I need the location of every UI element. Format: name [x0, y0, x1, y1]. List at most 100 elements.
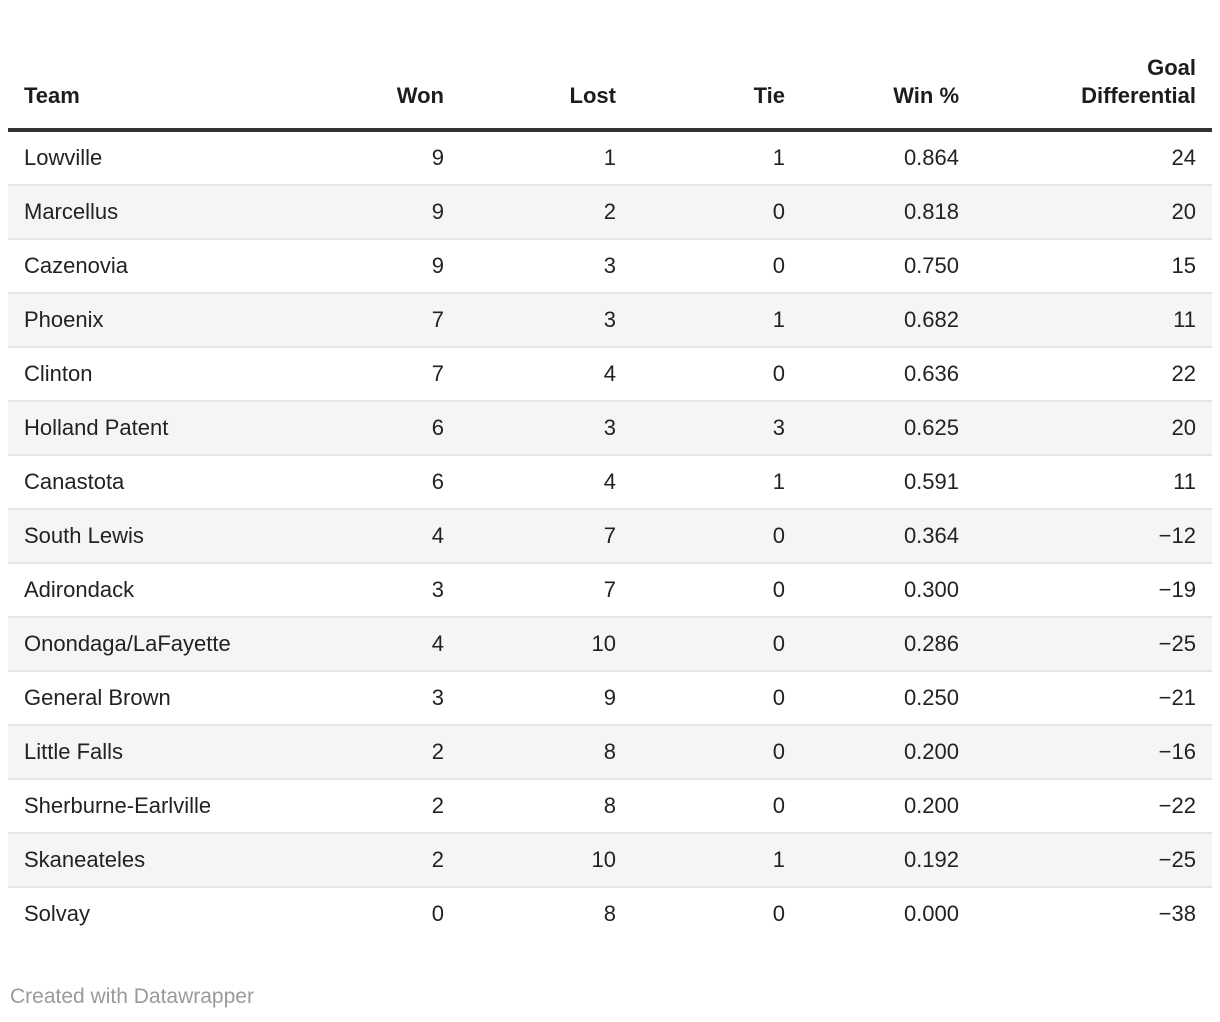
- tie-cell: 1: [632, 833, 801, 888]
- won-cell: 0: [431, 901, 444, 926]
- won-cell: 4: [288, 509, 460, 564]
- team-name-cell: Solvay: [24, 901, 91, 926]
- won-cell: 3: [288, 563, 460, 618]
- win-pct-cell: 0.591: [801, 455, 975, 510]
- win-pct-cell: 0.286: [801, 617, 975, 672]
- win-pct-cell: 0.625: [801, 401, 975, 456]
- win-pct-cell: 0.200: [801, 779, 975, 834]
- tie-cell: 0: [632, 563, 801, 618]
- lost-cell: 10: [460, 833, 632, 888]
- table-row: Marcellus 9 2 0 0.818 20: [8, 185, 1212, 240]
- tie-cell: 0: [632, 671, 801, 726]
- team-name-cell: Sherburne-Earlville: [8, 779, 288, 834]
- column-header-lost: Lost: [460, 0, 632, 132]
- won-cell: 2: [288, 725, 460, 780]
- goal-differential-cell: 24: [975, 130, 1212, 186]
- lost-cell: 2: [460, 185, 632, 240]
- win-pct-cell: 0.200: [801, 725, 975, 780]
- won-cell: 3: [288, 671, 460, 726]
- won-cell: 7: [288, 293, 460, 348]
- lost-cell: 8: [460, 779, 632, 834]
- won-cell: 9: [288, 185, 460, 240]
- win-pct-cell: 0.818: [801, 185, 975, 240]
- table-header: Team Won Lost Tie Win % Goal Differentia…: [8, 0, 1212, 132]
- lost-cell: 3: [460, 401, 632, 456]
- won-cell: 6: [288, 455, 460, 510]
- team-name-cell: Onondaga/LaFayette: [8, 617, 288, 672]
- win-pct-cell: 0.682: [801, 293, 975, 348]
- team-name-cell: Lowville: [8, 130, 288, 186]
- lost-cell: 9: [460, 671, 632, 726]
- tie-cell: 0: [632, 347, 801, 402]
- goal-differential-cell: −38: [1158, 901, 1196, 926]
- team-name-cell: Marcellus: [8, 185, 288, 240]
- tie-cell: 1: [632, 293, 801, 348]
- datawrapper-credit: Created with Datawrapper: [10, 985, 254, 1008]
- lost-cell: 8: [460, 725, 632, 780]
- won-cell: 2: [288, 779, 460, 834]
- table-row: Sherburne-Earlville 2 8 0 0.200 −22: [8, 779, 1212, 834]
- won-cell: 4: [288, 617, 460, 672]
- goal-differential-cell: 15: [975, 239, 1212, 294]
- lost-cell: 8: [603, 901, 616, 926]
- standings-table: Team Won Lost Tie Win % Goal Differentia…: [8, 0, 1212, 940]
- team-name-cell: Clinton: [8, 347, 288, 402]
- goal-differential-cell: 22: [975, 347, 1212, 402]
- table-header-row: Team Won Lost Tie Win % Goal Differentia…: [8, 0, 1212, 132]
- win-pct-cell: 0.192: [801, 833, 975, 888]
- table-row: Cazenovia 9 3 0 0.750 15: [8, 239, 1212, 294]
- tie-cell: 0: [632, 185, 801, 240]
- column-header-goal-differential: Goal Differential: [975, 0, 1212, 132]
- goal-differential-cell: −16: [975, 725, 1212, 780]
- lost-cell: 4: [460, 455, 632, 510]
- team-name-cell: Little Falls: [8, 725, 288, 780]
- table-row: South Lewis 4 7 0 0.364 −12: [8, 509, 1212, 564]
- table-row: Skaneateles 2 10 1 0.192 −25: [8, 833, 1212, 888]
- tie-cell: 0: [632, 239, 801, 294]
- tie-cell: 0: [632, 509, 801, 564]
- won-cell: 2: [288, 833, 460, 888]
- table-row: Solvay 0 8 0 0.000 −38: [8, 887, 1212, 940]
- team-name-cell: Canastota: [8, 455, 288, 510]
- goal-differential-cell: −19: [975, 563, 1212, 618]
- tie-cell: 1: [632, 130, 801, 186]
- lost-cell: 7: [460, 563, 632, 618]
- column-header-team: Team: [8, 0, 288, 132]
- goal-differential-cell: −25: [975, 833, 1212, 888]
- win-pct-cell: 0.300: [801, 563, 975, 618]
- lost-cell: 10: [460, 617, 632, 672]
- won-cell: 9: [288, 130, 460, 186]
- goal-differential-cell: 20: [975, 185, 1212, 240]
- won-cell: 9: [288, 239, 460, 294]
- win-pct-cell: 0.364: [801, 509, 975, 564]
- table-row: Clinton 7 4 0 0.636 22: [8, 347, 1212, 402]
- tie-cell: 1: [632, 455, 801, 510]
- lost-cell: 3: [460, 293, 632, 348]
- team-name-cell: General Brown: [8, 671, 288, 726]
- lost-cell: 4: [460, 347, 632, 402]
- win-pct-cell: 0.250: [801, 671, 975, 726]
- team-name-cell: Holland Patent: [8, 401, 288, 456]
- win-pct-cell: 0.864: [801, 130, 975, 186]
- goal-differential-cell: 11: [975, 455, 1212, 510]
- lost-cell: 7: [460, 509, 632, 564]
- table-row: Adirondack 3 7 0 0.300 −19: [8, 563, 1212, 618]
- team-name-cell: Cazenovia: [8, 239, 288, 294]
- goal-differential-cell: 11: [975, 293, 1212, 348]
- goal-differential-cell: −25: [975, 617, 1212, 672]
- tie-cell: 3: [632, 401, 801, 456]
- won-cell: 6: [288, 401, 460, 456]
- standings-table-container: Team Won Lost Tie Win % Goal Differentia…: [8, 0, 1212, 940]
- table-row: Onondaga/LaFayette 4 10 0 0.286 −25: [8, 617, 1212, 672]
- table-row: Little Falls 2 8 0 0.200 −16: [8, 725, 1212, 780]
- tie-cell: 0: [772, 901, 785, 926]
- column-header-win-pct: Win %: [801, 0, 975, 132]
- tie-cell: 0: [632, 617, 801, 672]
- table-row: General Brown 3 9 0 0.250 −21: [8, 671, 1212, 726]
- team-name-cell: Adirondack: [8, 563, 288, 618]
- goal-differential-cell: −21: [975, 671, 1212, 726]
- team-name-cell: Phoenix: [8, 293, 288, 348]
- goal-differential-cell: −22: [975, 779, 1212, 834]
- table-row: Phoenix 7 3 1 0.682 11: [8, 293, 1212, 348]
- lost-cell: 1: [460, 130, 632, 186]
